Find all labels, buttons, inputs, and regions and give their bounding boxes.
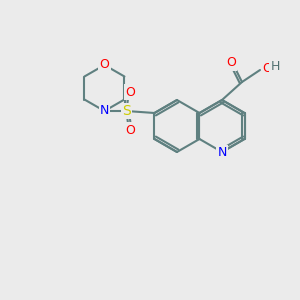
Text: S: S (122, 104, 131, 118)
Text: O: O (125, 85, 135, 98)
Text: N: N (100, 104, 109, 118)
Text: H: H (270, 59, 280, 73)
Text: N: N (217, 146, 227, 160)
Text: O: O (226, 56, 236, 70)
Text: O: O (262, 61, 272, 74)
Text: O: O (125, 124, 135, 136)
Text: O: O (100, 58, 110, 71)
